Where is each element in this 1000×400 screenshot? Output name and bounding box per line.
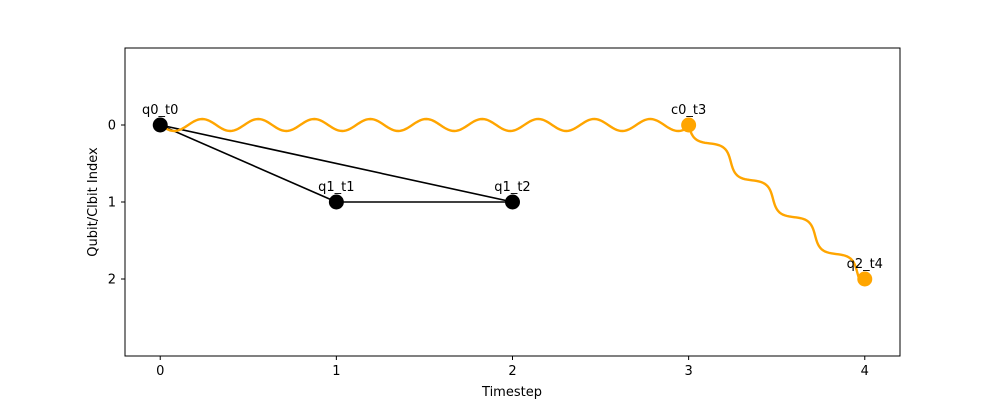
- node-label-q2_t4: q2_t4: [847, 257, 883, 272]
- node-c0_t3: [681, 117, 697, 133]
- edge-q0_t0-q1_t1: [159, 124, 337, 203]
- x-axis-label: Timestep: [481, 385, 542, 400]
- edges-layer: [159, 117, 863, 284]
- edge-q0_t0-q1_t2: [160, 124, 513, 203]
- nodes-layer: q0_t0 q1_t1 q1_t2 c0_t3 q2_t4: [142, 103, 883, 287]
- node-q0_t0: [152, 117, 168, 133]
- y-axis-label: Qubit/Clbit Index: [86, 147, 101, 257]
- x-tick-label: 1: [332, 364, 340, 379]
- y-axis-ticks: 0 1 2: [108, 119, 125, 288]
- node-q1_t2: [505, 194, 520, 210]
- y-tick-label: 1: [108, 196, 116, 211]
- node-label-q1_t2: q1_t2: [494, 180, 530, 195]
- x-tick-label: 2: [508, 364, 516, 379]
- x-axis-ticks: 0 1 2 3 4: [156, 356, 869, 379]
- node-q2_t4: [857, 271, 873, 287]
- x-tick-label: 3: [684, 364, 692, 379]
- node-label-c0_t3: c0_t3: [671, 103, 706, 118]
- edge-wavy-c0_t3-q2_t4: [687, 124, 863, 284]
- edge-wavy-q0_t0-c0_t3: [159, 117, 690, 133]
- node-label-q0_t0: q0_t0: [142, 103, 178, 118]
- x-tick-label: 4: [861, 364, 869, 379]
- node-q1_t1: [328, 194, 344, 210]
- y-tick-label: 0: [108, 119, 116, 134]
- y-tick-label: 2: [108, 273, 116, 288]
- node-label-q1_t1: q1_t1: [318, 180, 354, 195]
- x-tick-label: 0: [156, 364, 164, 379]
